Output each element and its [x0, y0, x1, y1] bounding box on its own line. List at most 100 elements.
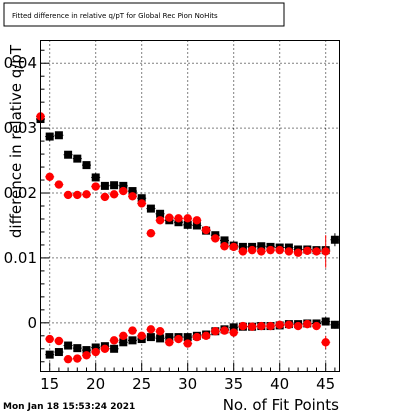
data-point	[220, 236, 229, 245]
data-point	[128, 326, 137, 335]
data-point	[165, 338, 174, 347]
data-point	[64, 341, 73, 350]
data-point	[82, 190, 91, 199]
data-point	[284, 320, 294, 329]
data-point	[330, 235, 339, 244]
data-point	[100, 344, 110, 353]
data-point	[312, 321, 321, 331]
data-point	[155, 327, 165, 336]
data-point	[293, 248, 303, 257]
data-point	[91, 182, 100, 191]
data-point	[247, 245, 257, 255]
data-point	[229, 323, 238, 332]
y-tick-label: 0.04	[4, 54, 37, 72]
data-point	[275, 245, 284, 255]
data-point	[165, 333, 174, 342]
data-point	[330, 320, 339, 329]
chart-title: Fitted difference in relative q/pT for G…	[12, 12, 218, 20]
data-point	[109, 190, 119, 199]
data-point	[174, 214, 183, 223]
data-point	[156, 334, 165, 343]
series-3	[45, 319, 331, 364]
series-1	[36, 58, 331, 268]
data-point	[146, 325, 156, 334]
data-point	[266, 321, 275, 331]
data-point	[211, 234, 220, 243]
axis-ticks	[40, 49, 336, 372]
data-point	[238, 247, 248, 256]
data-point	[192, 221, 201, 230]
tick-labels: 15 20 25 30 35 40 45 0 0.01 0.02 0.03 0.04	[4, 54, 336, 393]
data-point	[146, 204, 155, 213]
data-point	[183, 214, 192, 223]
data-point	[275, 320, 284, 329]
data-point	[54, 336, 64, 346]
data-point	[257, 242, 266, 251]
data-point	[293, 321, 303, 331]
x-axis-title: No. of Fit Points	[223, 396, 339, 414]
x-tick-label: 40	[270, 375, 289, 393]
series-layer	[36, 58, 340, 364]
data-point	[82, 351, 91, 360]
data-point	[201, 331, 211, 341]
data-point	[321, 247, 330, 256]
data-point	[183, 339, 192, 348]
data-point	[183, 220, 192, 229]
data-point	[73, 190, 82, 200]
data-point	[192, 332, 202, 342]
data-point	[201, 225, 211, 235]
data-point	[137, 331, 146, 341]
data-point	[266, 245, 275, 255]
data-point	[54, 348, 63, 357]
data-point	[54, 131, 63, 140]
data-point	[183, 333, 192, 342]
data-point	[91, 347, 100, 357]
data-point	[119, 338, 128, 347]
timestamp: Mon Jan 18 15:53:24 2021	[3, 402, 135, 412]
data-point	[137, 194, 146, 203]
data-point	[91, 343, 100, 352]
x-tick-label: 25	[132, 375, 151, 393]
data-point	[321, 317, 330, 326]
data-point	[64, 150, 73, 159]
data-point	[229, 242, 238, 252]
data-point	[119, 181, 128, 190]
data-point	[63, 190, 73, 200]
data-point	[82, 161, 91, 170]
data-point	[128, 336, 137, 345]
data-point	[110, 181, 119, 190]
x-tick-label: 35	[224, 375, 243, 393]
data-point	[73, 154, 82, 163]
data-point	[110, 344, 119, 353]
data-point	[303, 246, 312, 255]
x-tick-label: 45	[316, 375, 335, 393]
data-point	[91, 173, 100, 182]
data-point	[238, 242, 247, 251]
data-point	[100, 192, 110, 202]
data-point	[257, 247, 266, 256]
data-point	[192, 216, 202, 225]
data-point	[73, 344, 82, 353]
data-point	[238, 321, 248, 331]
plot-area	[40, 40, 340, 372]
data-point	[229, 328, 238, 337]
data-point	[220, 326, 229, 335]
data-point	[321, 338, 330, 347]
data-point	[119, 186, 128, 196]
data-point	[247, 322, 257, 331]
x-tick-label: 30	[178, 375, 197, 393]
y-axis-title: difference in relative q/pT	[7, 44, 25, 238]
data-point	[284, 247, 294, 256]
x-tick-label: 20	[86, 375, 105, 393]
data-point	[155, 216, 165, 225]
data-point	[100, 181, 109, 190]
plot-frame	[40, 40, 340, 372]
data-point	[45, 350, 54, 359]
data-point	[45, 132, 54, 141]
data-point	[146, 229, 156, 238]
data-point	[45, 172, 54, 181]
y-tick-label: 0.03	[4, 119, 37, 137]
data-point	[73, 354, 82, 363]
data-point	[220, 242, 229, 251]
data-point	[156, 209, 165, 218]
